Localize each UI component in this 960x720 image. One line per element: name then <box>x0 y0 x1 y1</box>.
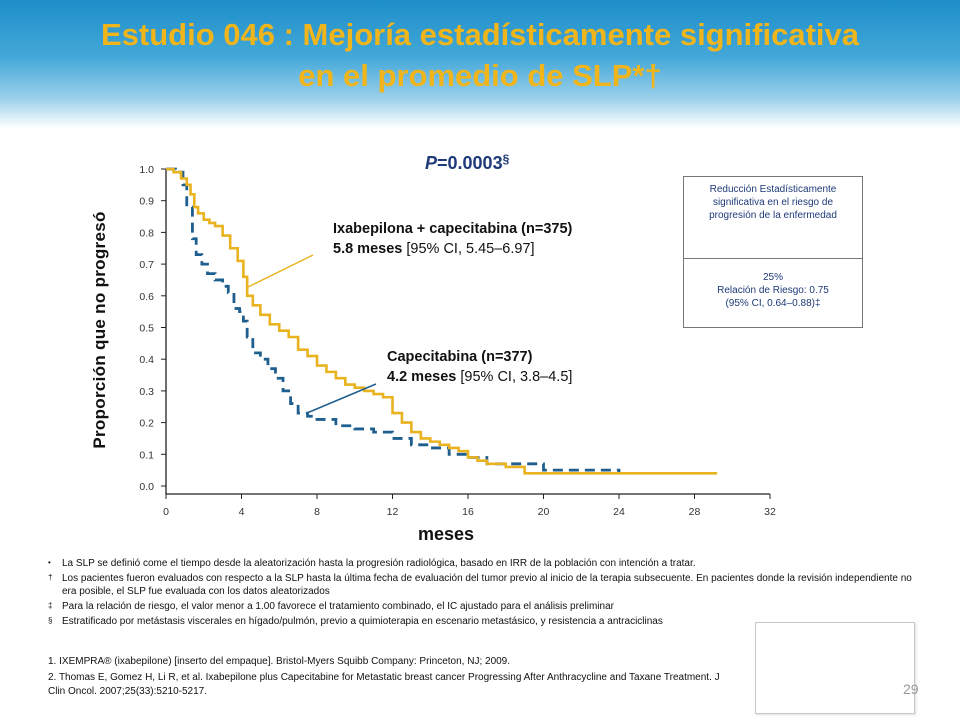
box-line-3: (95% CI, 0.64–0.88)‡ <box>725 298 821 309</box>
ixa-median-bold: 5.8 meses <box>333 241 403 257</box>
x-axis-label: meses <box>418 524 475 544</box>
y-tick-label: 0.9 <box>139 196 154 208</box>
box-line-1: 25% <box>762 272 783 283</box>
y-tick-label: 0.3 <box>139 386 154 398</box>
ixabepilone-curve <box>166 167 718 475</box>
cap-name: Capecitabina (n=377) <box>387 349 533 365</box>
y-tick-label: 0.2 <box>139 418 154 430</box>
footnote-text: Estratificado por metástasis viscerales … <box>62 616 663 627</box>
ixa-leader-line <box>247 254 314 288</box>
y-tick-label: 0.6 <box>139 291 154 303</box>
footnote: † Los pacientes fueron evaluados con resp… <box>48 572 918 598</box>
x-tick-label: 24 <box>613 506 625 518</box>
x-tick-label: 20 <box>538 506 550 518</box>
ixa-annotation: Ixabepilona + capecitabina (n=375) 5.8 m… <box>333 219 572 259</box>
footnotes: • La SLP se definió come el tiempo desde … <box>48 557 918 628</box>
footnote-text: Para la relación de riesgo, el valor men… <box>62 601 614 612</box>
y-tick-label: 0.1 <box>139 449 154 461</box>
y-tick-label: 0.8 <box>139 227 154 239</box>
p-letter: P <box>425 153 438 173</box>
box-bottom: 25% Relación de Riesgo: 0.75 (95% CI, 0.… <box>684 259 862 310</box>
y-tick-label: 0.5 <box>139 323 154 335</box>
box-top: Reducción Estadísticamente significativa… <box>684 177 862 259</box>
y-ticks: 0.0 0.1 0.2 0.3 0.4 0.5 0.6 0.7 0.8 0.9 1.0 <box>139 164 166 493</box>
ixa-ci: [95% CI, 5.45–6.97] <box>402 241 535 257</box>
x-tick-label: 16 <box>462 506 474 518</box>
x-tick-label: 4 <box>239 506 245 518</box>
footnote-text: La SLP se definió come el tiempo desde l… <box>62 558 696 569</box>
footnote: • La SLP se definió come el tiempo desde … <box>48 557 918 570</box>
cap-annotation: Capecitabina (n=377) 4.2 meses [95% CI, … <box>387 347 572 387</box>
reference-1: 1. IXEMPRA® (ixabepilone) [inserto del e… <box>48 656 511 667</box>
hazard-ratio-box: Reducción Estadísticamente significativa… <box>683 176 863 328</box>
capecitabine-curve <box>166 167 621 474</box>
cap-median-bold: 4.2 meses <box>387 369 457 385</box>
cap-ci: [95% CI, 3.8–4.5] <box>456 369 573 385</box>
references: 1. IXEMPRA® (ixabepilone) [inserto del e… <box>48 655 728 701</box>
footnote-marker: • <box>48 558 51 567</box>
x-tick-label: 8 <box>314 506 320 518</box>
title-line-2: en el promedio de SLP*† <box>298 58 662 93</box>
p-marker: § <box>502 152 510 166</box>
cap-leader-line <box>306 383 377 414</box>
title-line-1: Estudio 046 : Mejoría estadísticamente s… <box>100 17 860 52</box>
ixa-name: Ixabepilona + capecitabina (n=375) <box>333 221 573 237</box>
footnote-text: Los pacientes fueron evaluados con respe… <box>62 573 912 597</box>
cap-median: 4.2 meses [95% CI, 3.8–4.5] <box>387 367 572 387</box>
p-value: =0.0003 <box>437 153 503 173</box>
page-number: 29 <box>903 681 919 697</box>
footnote: ‡ Para la relación de riesgo, el valor me… <box>48 600 918 613</box>
y-axis-label: Proporción que no progresó <box>90 211 109 449</box>
box-line-2: Relación de Riesgo: 0.75 <box>717 285 829 296</box>
reference-2: 2. Thomas E, Gomez H, Li R, et al. Ixabe… <box>48 672 720 697</box>
x-tick-label: 0 <box>163 506 169 518</box>
ixa-median: 5.8 meses [95% CI, 5.45–6.97] <box>333 239 572 259</box>
footnote: § Estratificado por metástasis viscerales… <box>48 615 918 628</box>
y-tick-label: 0.0 <box>139 481 154 493</box>
survival-curves <box>166 167 718 475</box>
y-tick-label: 0.7 <box>139 259 154 271</box>
x-ticks: 0 4 8 12 16 20 24 28 32 <box>163 494 776 518</box>
footnote-marker: § <box>48 616 53 625</box>
chart-axes <box>165 169 770 495</box>
p-value-label: P=0.0003§ <box>425 152 509 174</box>
blank-panel <box>755 622 915 714</box>
footnote-marker: † <box>48 573 53 582</box>
x-tick-label: 28 <box>689 506 701 518</box>
slide-title: Estudio 046 : Mejoría estadísticamente s… <box>20 14 940 96</box>
x-tick-label: 32 <box>764 506 776 518</box>
x-tick-label: 12 <box>387 506 399 518</box>
footnote-marker: ‡ <box>48 601 53 610</box>
y-tick-label: 0.4 <box>139 354 154 366</box>
header-band <box>0 0 960 128</box>
y-tick-label: 1.0 <box>139 164 154 176</box>
